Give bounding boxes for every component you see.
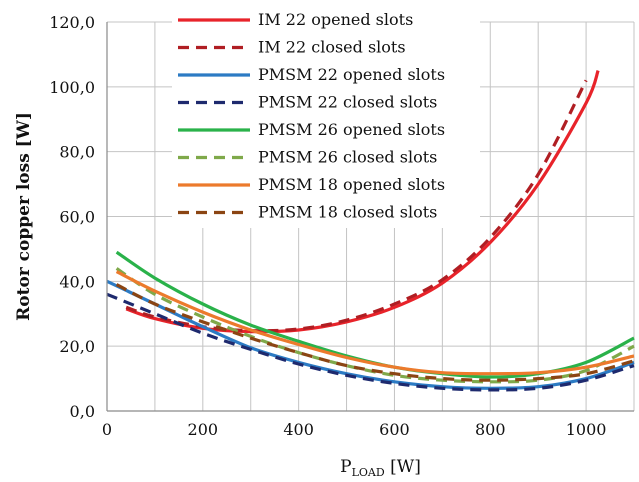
y-tick-label: 120,0 <box>49 13 95 32</box>
legend: IM 22 opened slots IM 22 closed slots PMSM… <box>178 10 445 222</box>
y-tick-label: 80,0 <box>59 143 95 162</box>
x-tick-label: 1000 <box>566 420 607 439</box>
x-tick-label: 400 <box>283 420 314 439</box>
series-line-pmsm-18-opened-slots <box>115 270 635 376</box>
legend-background <box>172 4 480 228</box>
axes <box>106 22 634 412</box>
y-tick-label: 40,0 <box>59 272 95 291</box>
y-tick-label: 60,0 <box>59 208 95 227</box>
y-tick-label: 0,0 <box>70 402 95 421</box>
x-tick-label: 600 <box>379 420 410 439</box>
series-line-pmsm-22-closed-slots <box>106 292 635 392</box>
legend-label-pmsm-18-closed-slots: PMSM 18 closed slots <box>258 203 437 222</box>
series-lines <box>106 70 635 392</box>
series-line-im-22-closed-slots <box>125 79 588 333</box>
legend-label-pmsm-26-closed-slots: PMSM 26 closed slots <box>258 148 437 167</box>
x-tick-label: 800 <box>475 420 506 439</box>
y-tick-label: 100,0 <box>49 78 95 97</box>
y-tick-label: 20,0 <box>59 337 95 356</box>
legend-label-im-22-closed-slots: IM 22 closed slots <box>258 38 406 57</box>
x-tick-label: 0 <box>102 420 112 439</box>
legend-label-pmsm-22-closed-slots: PMSM 22 closed slots <box>258 93 437 112</box>
series-line-pmsm-18-closed-slots <box>115 283 635 382</box>
legend-label-pmsm-22-opened-slots: PMSM 22 opened slots <box>258 65 445 84</box>
series-line-pmsm-26-closed-slots <box>115 267 635 384</box>
legend-label-pmsm-18-opened-slots: PMSM 18 opened slots <box>258 175 445 194</box>
tick-labels: 0 200 400 600 800 1000 0,0 20,0 40,0 60,0 80,0 100,… <box>49 13 606 439</box>
y-axis-title: Rotor copper loss [W] <box>14 112 34 321</box>
legend-label-im-22-opened-slots: IM 22 opened slots <box>258 10 413 29</box>
x-axis-title: PLOAD [W] <box>340 457 421 479</box>
legend-label-pmsm-26-opened-slots: PMSM 26 opened slots <box>258 120 445 139</box>
x-tick-label: 200 <box>188 420 219 439</box>
